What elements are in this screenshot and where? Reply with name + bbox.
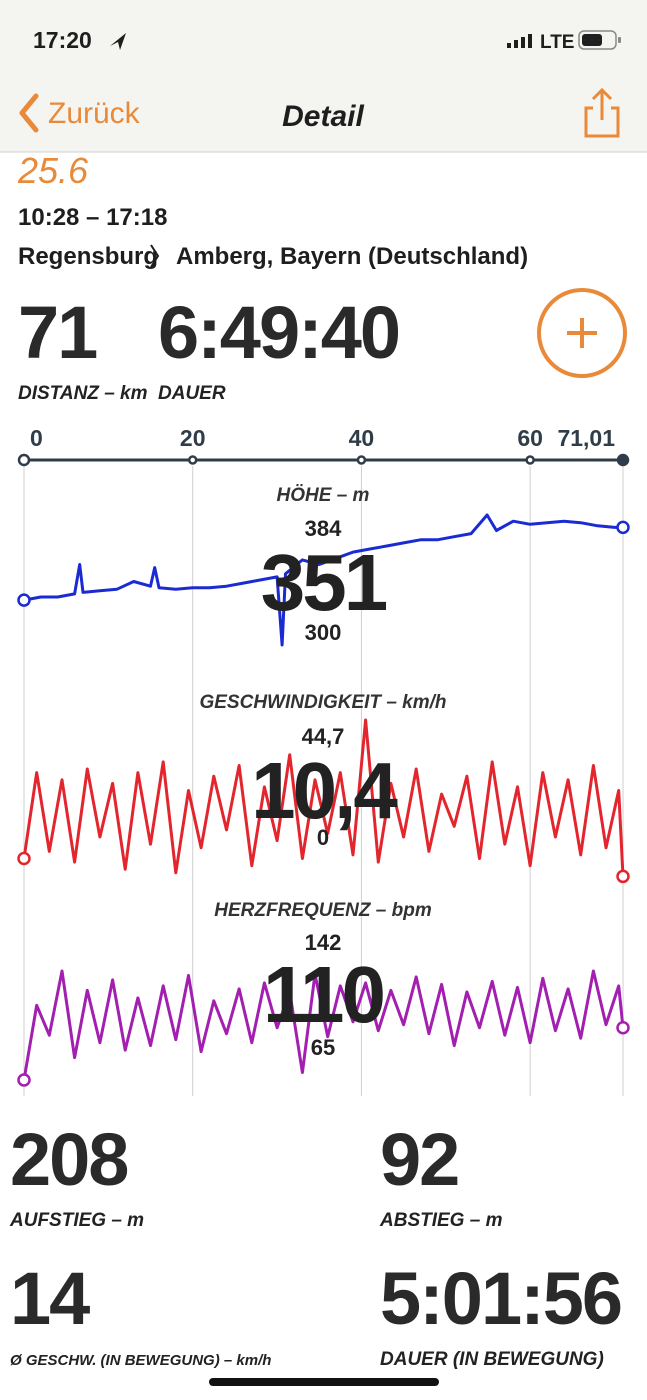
current-value: 351: [261, 538, 387, 627]
route-from: Regensburg: [18, 243, 158, 270]
tick-dot: [187, 455, 198, 465]
ride-name: 25.6: [17, 150, 89, 191]
tick-dot: [525, 455, 535, 465]
time-range: 10:28 – 17:18: [18, 204, 167, 231]
summary-value: 208: [10, 1118, 127, 1201]
back-button[interactable]: Zurück: [19, 93, 141, 133]
tick-dot: [356, 455, 367, 465]
end-point: [17, 593, 31, 607]
x-tick-label: 40: [349, 425, 375, 451]
network: LTE: [540, 32, 574, 53]
share-button[interactable]: [584, 87, 620, 138]
summary-value: 5:01:56: [380, 1257, 621, 1340]
end-point: [616, 869, 630, 884]
x-tick-label: 20: [180, 425, 206, 451]
x-tick-label: 60: [517, 425, 543, 451]
end-point: [17, 1073, 31, 1087]
signal-icon: [507, 34, 532, 48]
stat-value: 71: [18, 291, 97, 374]
stat-label: DAUER: [158, 383, 226, 404]
summary-label: ABSTIEG – m: [379, 1210, 503, 1231]
nav-title: Detail: [282, 100, 364, 133]
data-line: [23, 513, 623, 647]
max-label: 384: [305, 516, 342, 541]
end-point: [616, 520, 630, 535]
chart-title: HERZFREQUENZ – bpm: [214, 900, 432, 921]
tick-dot: [17, 453, 31, 467]
summary-label: DAUER (IN BEWEGUNG): [380, 1349, 604, 1370]
summary-label: AUFSTIEG – m: [9, 1210, 144, 1231]
back-label[interactable]: Zurück: [48, 97, 141, 130]
min-label: 0: [317, 825, 329, 850]
route-to: Amberg, Bayern (Deutschland): [176, 243, 528, 270]
current-value: 10,4: [251, 746, 398, 835]
location-icon: [110, 33, 126, 50]
add-button[interactable]: [537, 288, 627, 378]
back-chevron[interactable]: [19, 93, 39, 133]
stat-value: 6:49:40: [158, 291, 399, 374]
min-label: 65: [311, 1035, 335, 1060]
chart-title: GESCHWINDIGKEIT – km/h: [199, 692, 446, 713]
route-separator: [150, 244, 160, 268]
current-value: 110: [263, 950, 384, 1039]
end-point: [17, 851, 31, 866]
header-bg: [0, 0, 647, 152]
summary-value: 92: [380, 1118, 458, 1201]
summary-value: 14: [10, 1257, 90, 1340]
chart-title: HÖHE – m: [277, 485, 370, 506]
home-indicator: [209, 1378, 439, 1386]
data-line: [22, 718, 625, 877]
min-label: 300: [305, 620, 342, 645]
max-label: 44,7: [302, 724, 345, 749]
tick-dot: [616, 453, 630, 467]
x-tick-label: 71,01: [557, 425, 615, 451]
data-line: [22, 969, 625, 1081]
battery-icon: [578, 30, 621, 50]
end-point: [616, 1020, 630, 1035]
x-tick-label: 0: [30, 425, 43, 451]
stat-label: DISTANZ – km: [18, 383, 148, 404]
max-label: 142: [305, 930, 342, 955]
summary-label: Ø GESCHW. (IN BEWEGUNG) – km/h: [10, 1352, 271, 1369]
clock: 17:20: [33, 27, 92, 53]
